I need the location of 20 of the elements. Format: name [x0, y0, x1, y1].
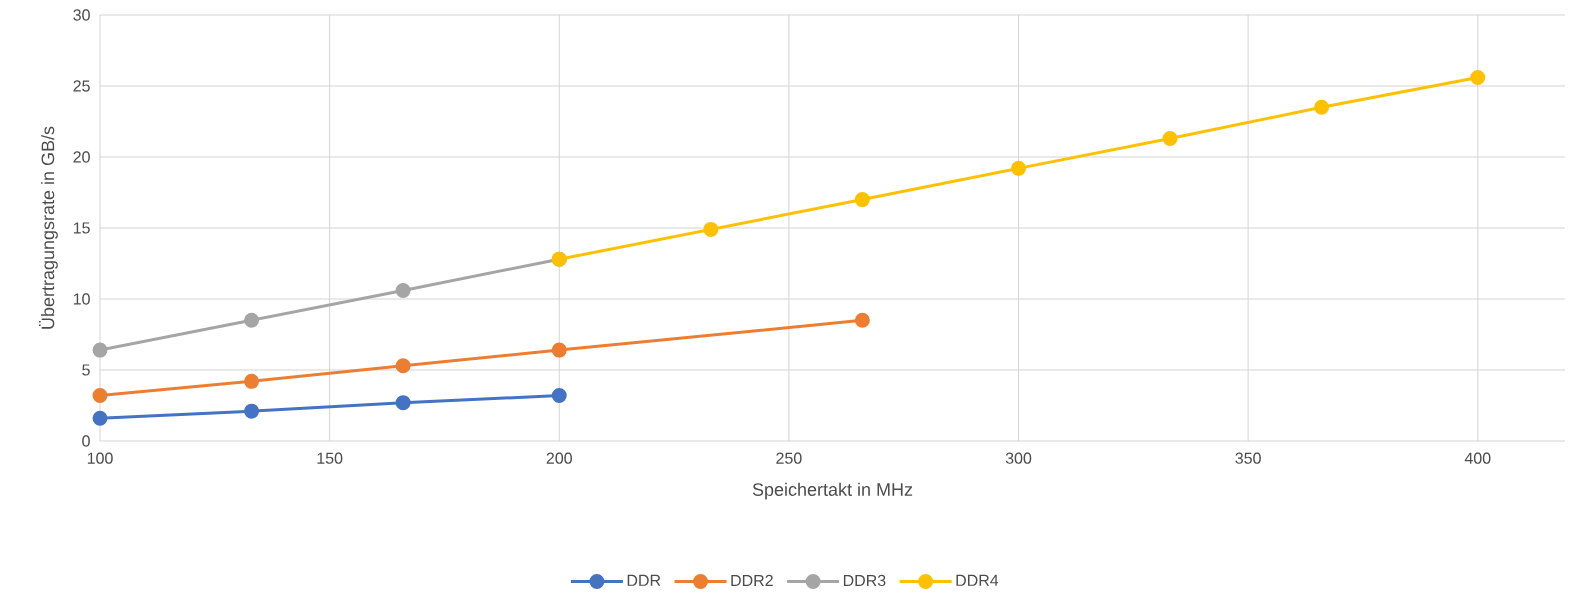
y-tick-label: 15	[73, 222, 90, 234]
y-tick-label: 30	[73, 9, 90, 21]
x-tick-label: 350	[1235, 452, 1261, 464]
legend-label: DDR	[627, 574, 661, 586]
x-tick-label: 300	[1005, 452, 1032, 464]
y-tick-label: 5	[82, 364, 90, 376]
y-axis-title: Übertragungsrate in GB/s	[39, 126, 58, 329]
legend-label: DDR4	[956, 574, 999, 586]
x-tick-label: 150	[317, 452, 343, 464]
y-tick-label: 20	[73, 151, 90, 163]
y-tick-label: 25	[73, 80, 90, 92]
legend-label: DDR3	[843, 574, 886, 587]
x-axis-title: Speichertakt in MHz	[752, 482, 913, 500]
y-tick-label: 0	[82, 435, 90, 447]
y-tick-label: 10	[73, 293, 90, 305]
x-tick-label: 400	[1464, 452, 1491, 464]
x-tick-label: 200	[546, 452, 572, 464]
legend-label: DDR2	[731, 574, 773, 586]
x-tick-label: 250	[776, 452, 802, 464]
x-tick-label: 100	[87, 452, 113, 464]
